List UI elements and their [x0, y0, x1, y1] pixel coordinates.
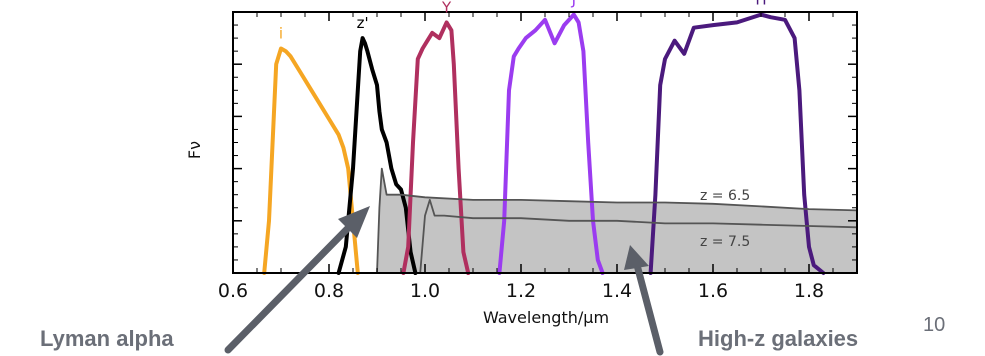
filter-labels: i z' Y J H [279, 0, 767, 43]
series-line-z-7-5 [419, 198, 858, 274]
x-tick-label: 1.6 [698, 280, 728, 302]
filter-label-h: H [755, 0, 766, 9]
series-line-y [401, 20, 471, 275]
high-z-galaxies-label: High-z galaxies [698, 326, 858, 351]
slide-page-number: 10 [923, 314, 945, 336]
x-axis-title: Wavelength/μm [483, 308, 609, 327]
axis-layer: 0.6 0.8 1.0 1.2 1.4 1.6 1.8 [218, 11, 858, 302]
lyman-alpha-arrow [224, 206, 370, 354]
series-line-h [648, 12, 826, 275]
x-tick-label: 1.0 [410, 280, 440, 302]
high-z-galaxies-arrow [624, 245, 664, 356]
filter-label-i: i [279, 25, 283, 43]
model-label-z75: z = 7.5 [700, 234, 750, 250]
lyman-alpha-label: Lyman alpha [40, 326, 174, 351]
x-tick-label: 1.4 [602, 280, 632, 302]
x-tick-label: 1.2 [506, 280, 536, 302]
filter-label-y: Y [441, 0, 452, 16]
filter-label-z: z' [357, 14, 369, 32]
series-line-z [336, 36, 418, 275]
filter-label-j: J [571, 0, 576, 9]
series-line-i [262, 46, 360, 275]
y-axis-title: Fν [185, 141, 204, 159]
model-label-z65: z = 6.5 [700, 188, 750, 204]
series-line-j [497, 12, 605, 275]
series-line-z-6-5 [376, 167, 858, 274]
series-layer [262, 12, 858, 275]
x-tick-label: 0.8 [314, 280, 344, 302]
x-tick-label: 1.8 [794, 280, 824, 302]
x-tick-label: 0.6 [218, 280, 248, 302]
